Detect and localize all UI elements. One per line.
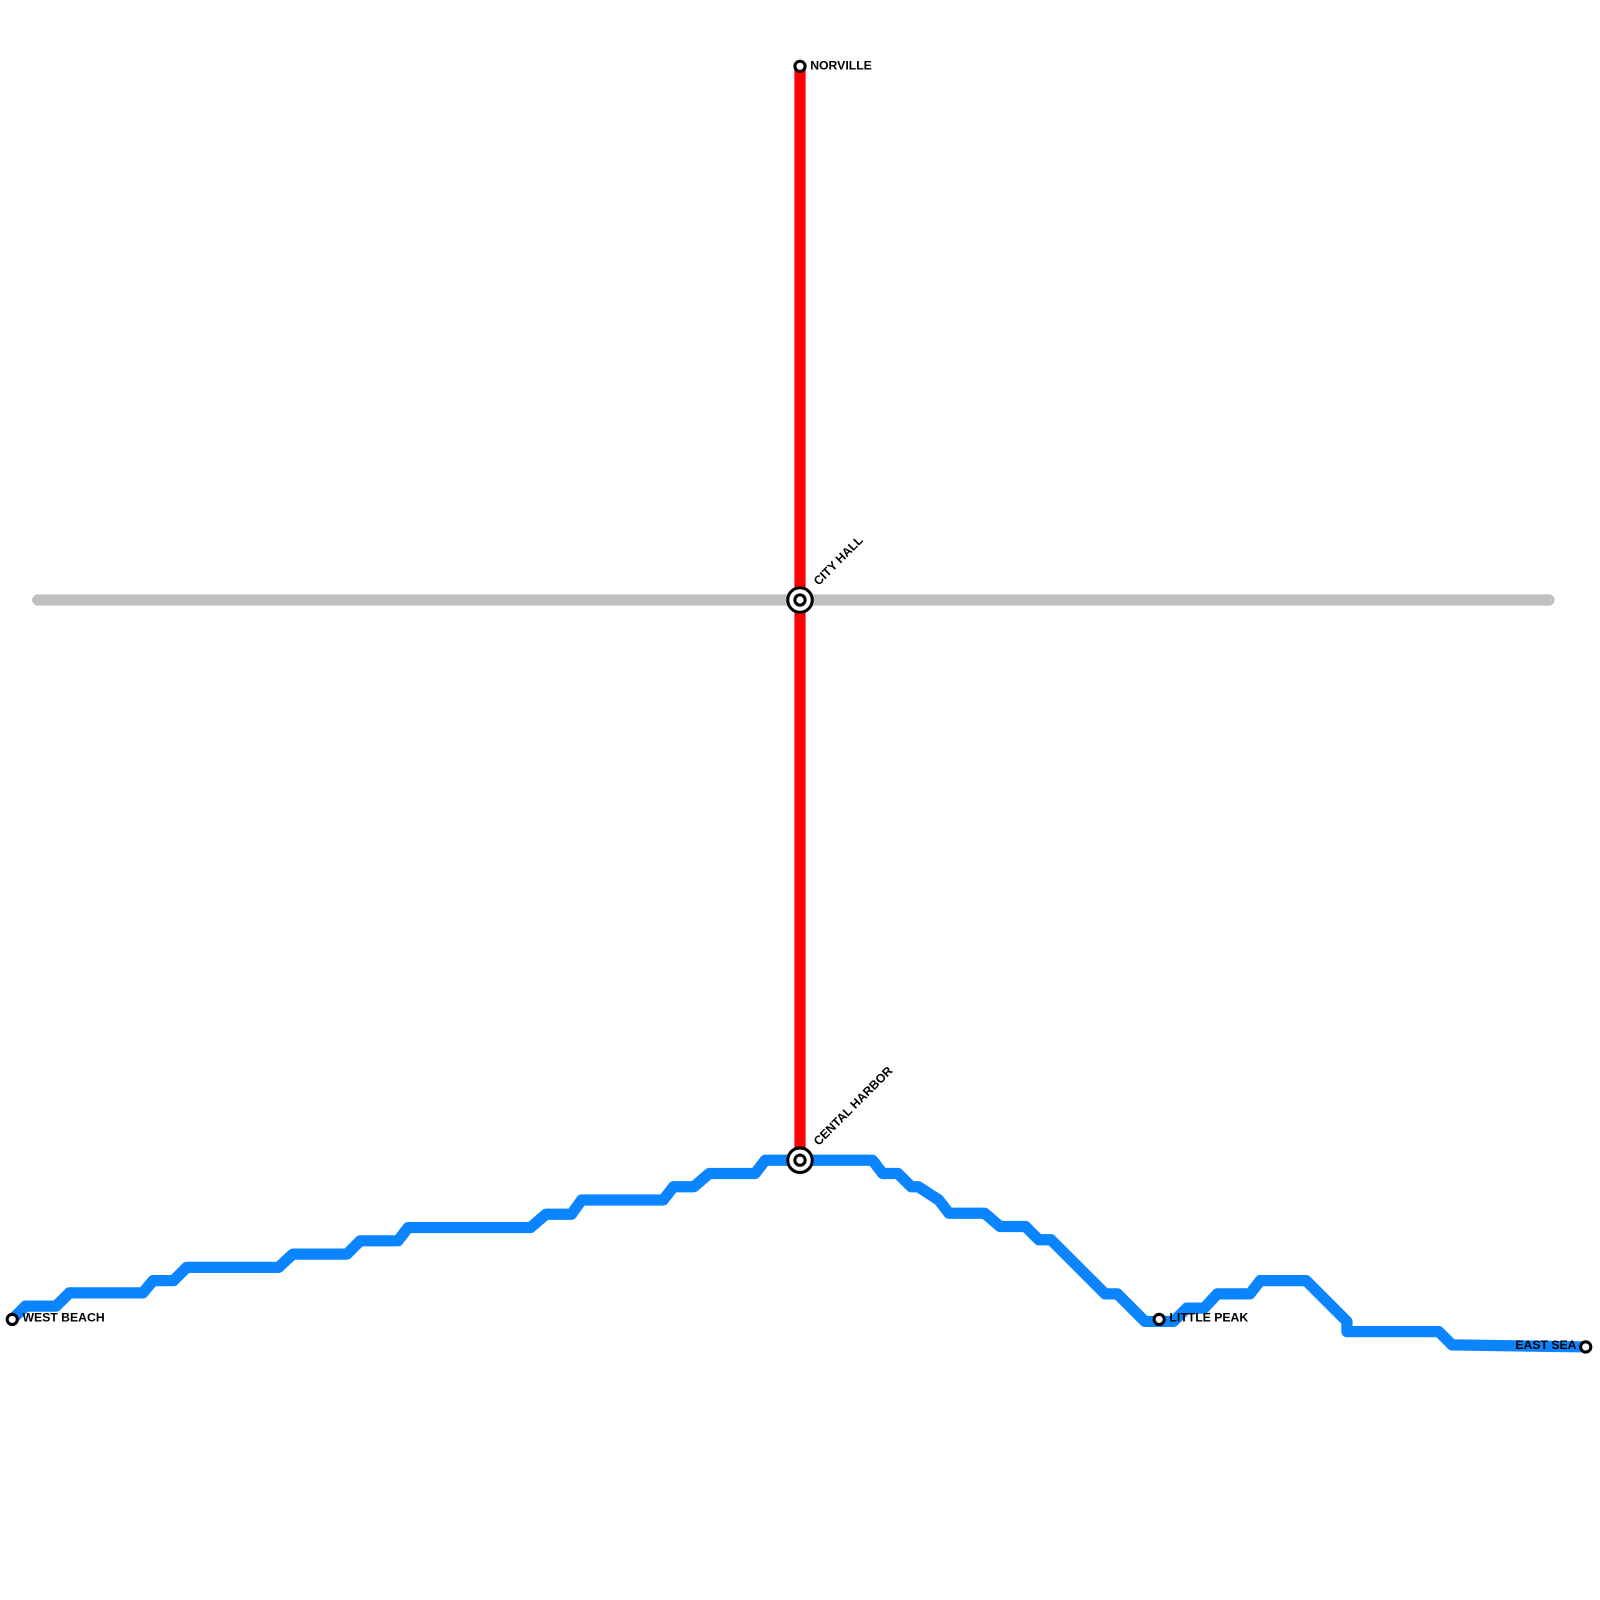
station-marker <box>5 1312 19 1327</box>
station-marker <box>1579 1340 1593 1354</box>
interchange-inner <box>793 593 807 607</box>
station-west-beach: WEST BEACH <box>5 1311 105 1327</box>
interchange-inner <box>793 1153 807 1167</box>
station-label: NORVILLE <box>810 59 872 73</box>
station-east-sea: EAST SEA <box>1515 1338 1593 1354</box>
blue-line <box>6 1154 1592 1353</box>
station-little-peak: LITTLE PEAK <box>1152 1311 1248 1327</box>
station-label: LITTLE PEAK <box>1169 1311 1248 1325</box>
station-label: CITY HALL <box>811 533 866 588</box>
station-label: WEST BEACH <box>22 1311 104 1325</box>
station-marker <box>793 59 807 73</box>
station-label: CENTAL HARBOR <box>811 1064 896 1149</box>
station-norville: NORVILLE <box>793 59 872 73</box>
station-marker <box>1152 1312 1166 1327</box>
station-label: EAST SEA <box>1515 1338 1576 1352</box>
